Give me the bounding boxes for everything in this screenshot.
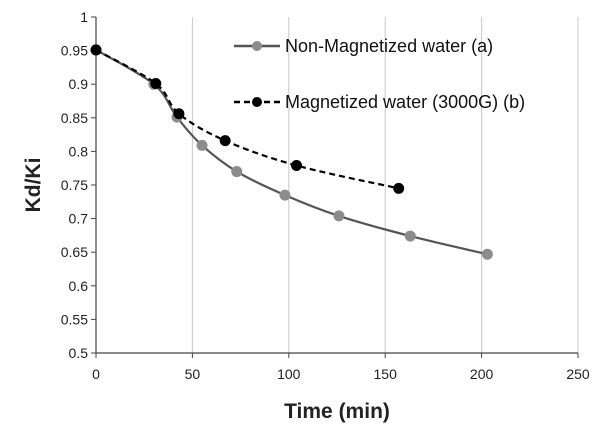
- x-tick-label: 250: [566, 366, 590, 382]
- x-tick-label: 100: [277, 366, 301, 382]
- data-point: [219, 135, 231, 147]
- data-point: [393, 182, 405, 194]
- legend: Non-Magnetized water (a) Magnetized water…: [234, 36, 525, 112]
- x-tick-label: 50: [185, 366, 201, 382]
- series-non-magnetized: [90, 44, 493, 260]
- y-tick-label: 0.6: [69, 278, 89, 294]
- series-magnetized: [90, 44, 405, 194]
- legend-label: Magnetized water (3000G) (b): [285, 92, 525, 112]
- data-point: [196, 139, 208, 151]
- y-tick-label: 1: [80, 9, 88, 25]
- y-tick-label: 0.95: [61, 43, 88, 59]
- x-axis-title: Time (min): [284, 400, 390, 423]
- gridlines: [191, 17, 579, 353]
- series-line: [95, 48, 399, 190]
- y-tick-label: 0.65: [61, 244, 88, 260]
- y-tick-label: 0.75: [61, 177, 88, 193]
- data-point: [481, 248, 493, 260]
- y-tick-label: 0.5: [69, 345, 89, 361]
- y-tick-label: 0.85: [61, 110, 88, 126]
- data-point: [90, 44, 102, 56]
- x-tick-label: 150: [374, 366, 398, 382]
- data-point: [150, 78, 162, 90]
- legend-marker: [252, 97, 262, 107]
- data-point: [404, 230, 416, 242]
- data-point: [231, 166, 243, 178]
- legend-label: Non-Magnetized water (a): [285, 36, 493, 56]
- data-point: [173, 108, 185, 120]
- x-tick-label: 0: [92, 366, 100, 382]
- y-axis-title: Kd/Ki: [22, 158, 45, 213]
- y-tick-label: 0.9: [69, 76, 89, 92]
- data-point: [291, 160, 303, 172]
- y-tick-label: 0.7: [69, 211, 89, 227]
- data-point: [333, 210, 345, 222]
- x-tick-label: 200: [470, 366, 494, 382]
- legend-item: Non-Magnetized water (a): [234, 36, 493, 56]
- legend-item: Magnetized water (3000G) (b): [234, 92, 525, 112]
- data-point: [279, 189, 291, 201]
- legend-marker: [252, 41, 262, 51]
- y-tick-label: 0.8: [69, 143, 89, 159]
- axes: 0.5 0.55 0.6 0.65 0.7 0.75 0.8 0.85 0.9 0.95 1 0 50 1…: [61, 9, 590, 382]
- plot-series: [90, 44, 493, 260]
- y-tick-label: 0.55: [61, 311, 88, 327]
